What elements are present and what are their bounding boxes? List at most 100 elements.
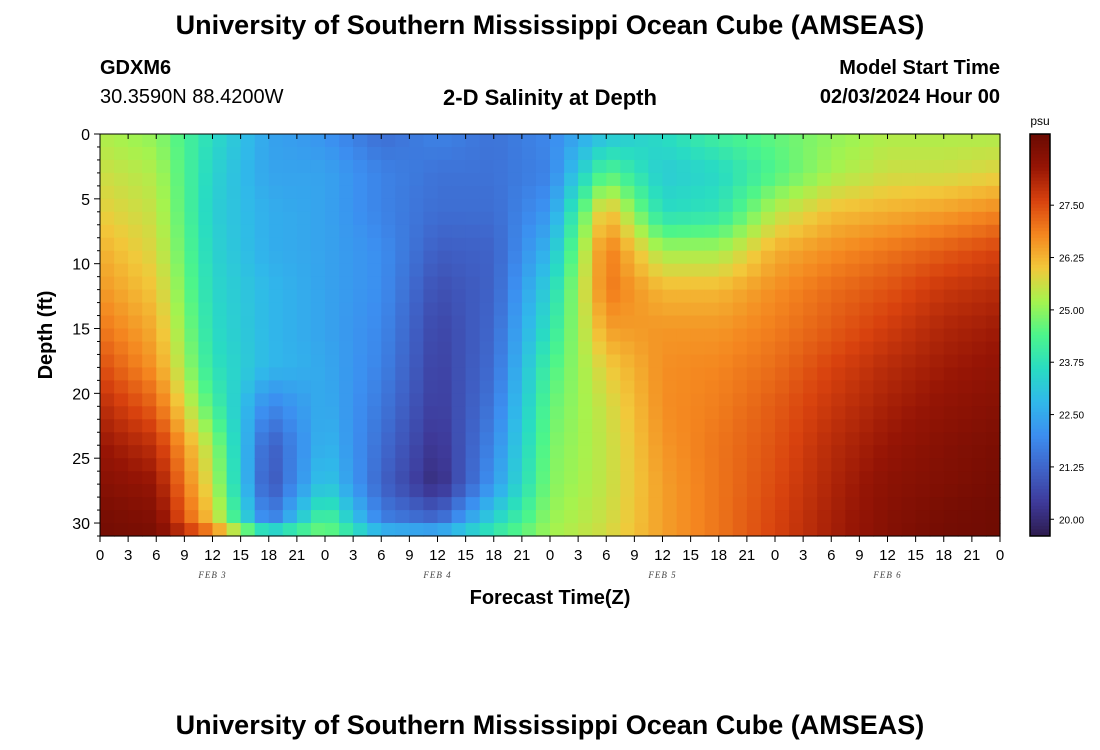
heatmap-cell xyxy=(226,367,242,381)
heatmap-cell xyxy=(606,276,621,291)
heatmap-cell xyxy=(718,224,734,239)
heatmap-cell xyxy=(746,250,762,265)
heatmap-cell xyxy=(803,302,818,317)
heatmap-cell xyxy=(606,159,621,174)
heatmap-cell xyxy=(704,289,720,304)
heatmap-cell xyxy=(648,497,664,511)
heatmap-cell xyxy=(282,510,298,524)
heatmap-cell xyxy=(929,172,945,187)
heatmap-cell xyxy=(142,198,157,213)
heatmap-cell xyxy=(353,458,368,472)
heatmap-cell xyxy=(268,237,284,252)
heatmap-cell xyxy=(957,185,973,200)
heatmap-cell xyxy=(310,510,326,524)
heatmap-cell xyxy=(198,341,214,356)
heatmap-cell xyxy=(198,471,214,485)
heatmap-cell xyxy=(142,497,157,511)
heatmap-cell xyxy=(521,445,537,459)
heatmap-cell xyxy=(845,134,860,148)
heatmap-cell xyxy=(634,211,650,226)
heatmap-cell xyxy=(451,198,467,213)
heatmap-cell xyxy=(339,471,354,485)
heatmap-cell xyxy=(100,172,115,187)
heatmap-cell xyxy=(775,471,790,485)
heatmap-cell xyxy=(226,134,242,148)
heatmap-cell xyxy=(943,393,959,407)
heatmap-cell xyxy=(690,393,706,407)
heatmap-cell xyxy=(859,497,875,511)
heatmap-cell xyxy=(648,458,664,472)
heatmap-cell xyxy=(254,211,270,226)
heatmap-cell xyxy=(887,432,903,446)
heatmap-cell xyxy=(634,159,650,174)
heatmap-cell xyxy=(339,354,354,369)
heatmap-cell xyxy=(339,523,354,537)
heatmap-cell xyxy=(564,497,579,511)
colorbar-tick-label: 23.75 xyxy=(1059,358,1084,369)
heatmap-cell xyxy=(268,172,284,187)
heatmap-cell xyxy=(943,445,959,459)
heatmap-cell xyxy=(690,172,706,187)
heatmap-cell xyxy=(156,276,171,291)
heatmap-cell xyxy=(985,471,1001,485)
heatmap-cell xyxy=(634,497,650,511)
heatmap-cell xyxy=(775,211,790,226)
heatmap-cell xyxy=(353,172,368,187)
heatmap-cell xyxy=(775,497,790,511)
heatmap-cell xyxy=(803,484,818,498)
heatmap-cell xyxy=(437,198,453,213)
heatmap-cell xyxy=(817,172,832,187)
heatmap-cell xyxy=(662,263,678,278)
colorbar-strip xyxy=(1030,160,1050,165)
heatmap-cell xyxy=(803,263,818,278)
heatmap-cell xyxy=(620,147,635,161)
heatmap-cell xyxy=(437,523,453,537)
heatmap-cell xyxy=(831,341,846,356)
heatmap-cell xyxy=(493,224,509,239)
heatmap-cell xyxy=(353,185,368,200)
heatmap-cell xyxy=(943,159,959,174)
heatmap-cell xyxy=(831,354,846,369)
colorbar-strip xyxy=(1030,190,1050,195)
heatmap-cell xyxy=(859,276,875,291)
heatmap-cell xyxy=(718,497,734,511)
heatmap-cell xyxy=(578,458,593,472)
heatmap-cell xyxy=(760,445,776,459)
heatmap-cell xyxy=(831,263,846,278)
heatmap-cell xyxy=(437,484,453,498)
heatmap-cell xyxy=(156,263,171,278)
heatmap-cell xyxy=(887,523,903,537)
heatmap-cell xyxy=(887,354,903,369)
heatmap-cell xyxy=(240,250,256,265)
y-axis-label: Depth (ft) xyxy=(35,291,57,380)
heatmap-cell xyxy=(662,484,678,498)
heatmap-cell xyxy=(282,172,298,187)
heatmap-cell xyxy=(128,250,143,265)
heatmap-cell xyxy=(325,263,340,278)
y-tick-label: 25 xyxy=(72,451,90,468)
heatmap-cell xyxy=(775,237,790,252)
heatmap-cell xyxy=(184,198,200,213)
heatmap-cell xyxy=(395,393,410,407)
heatmap-cell xyxy=(409,354,425,369)
heatmap-cell xyxy=(971,419,987,433)
heatmap-cell xyxy=(690,211,706,226)
heatmap-cell xyxy=(873,432,889,446)
heatmap-cell xyxy=(240,419,256,433)
heatmap-cell xyxy=(592,147,607,161)
heatmap-cell xyxy=(606,185,621,200)
heatmap-cell xyxy=(550,458,565,472)
heatmap-cell xyxy=(142,250,157,265)
heatmap-cell xyxy=(198,354,214,369)
heatmap-cell xyxy=(367,497,382,511)
heatmap-cell xyxy=(564,367,579,381)
heatmap-cell xyxy=(550,445,565,459)
heatmap-cell xyxy=(887,250,903,265)
heatmap-cell xyxy=(395,134,410,148)
heatmap-cell xyxy=(479,523,495,537)
heatmap-cell xyxy=(170,250,185,265)
heatmap-cell xyxy=(198,134,214,148)
heatmap-cell xyxy=(465,276,481,291)
heatmap-cell xyxy=(957,497,973,511)
heatmap-cell xyxy=(592,471,607,485)
